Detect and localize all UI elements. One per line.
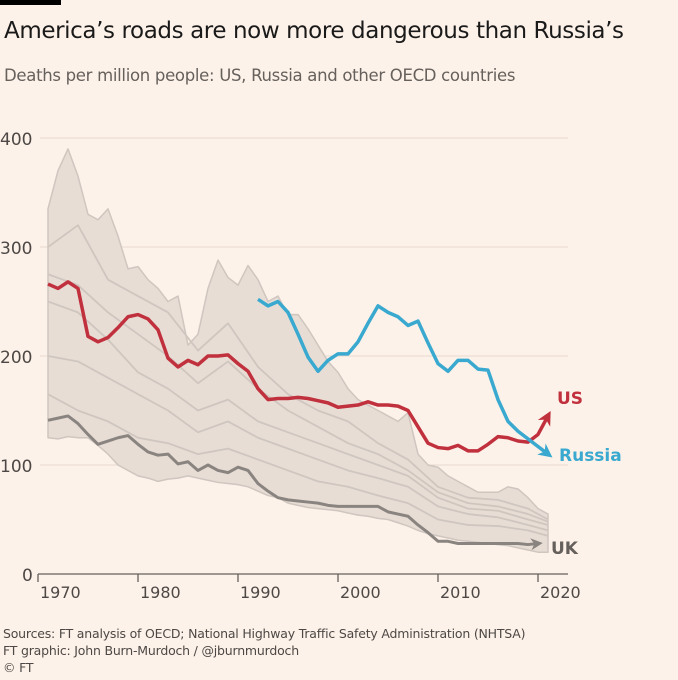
series-line-russia xyxy=(257,297,553,458)
series-label-uk: UK xyxy=(551,539,579,559)
x-tick-label: 1990 xyxy=(240,583,281,602)
x-tick-label: 2000 xyxy=(340,583,381,602)
chart-subtitle: Deaths per million people: US, Russia an… xyxy=(4,66,516,85)
series-label-us: US xyxy=(557,389,583,409)
y-tick-label: 0 xyxy=(22,566,33,586)
chart-title: America’s roads are now more dangerous t… xyxy=(4,18,624,44)
y-tick-label: 100 xyxy=(0,457,32,477)
x-tick-label: 1970 xyxy=(40,583,81,602)
y-tick-label: 300 xyxy=(0,239,32,259)
oecd-country-line xyxy=(47,224,549,521)
line-chart: US Russia UK 0 100 200 300 400 1970 1980 1990 2000… xyxy=(0,130,622,602)
oecd-country-line xyxy=(47,355,549,532)
x-tick-label: 1980 xyxy=(140,583,181,602)
oecd-range-band xyxy=(47,148,549,553)
series-label-russia: Russia xyxy=(559,446,622,466)
y-tick-label: 200 xyxy=(0,348,32,368)
oecd-country-line xyxy=(47,393,549,537)
oecd-country-line xyxy=(47,273,549,523)
graphic-credit: FT graphic: John Burn-Murdoch / @jburnmu… xyxy=(3,643,299,658)
oecd-country-line xyxy=(47,300,549,526)
series-line-uk xyxy=(47,414,543,551)
y-tick-label: 400 xyxy=(0,130,32,150)
x-tick-label: 2020 xyxy=(540,583,581,602)
copyright: © FT xyxy=(3,660,34,675)
brand-bar xyxy=(0,0,61,5)
sources-note: Sources: FT analysis of OECD; National H… xyxy=(3,626,526,641)
series-line-us xyxy=(47,280,551,453)
x-tick-label: 2010 xyxy=(440,583,481,602)
